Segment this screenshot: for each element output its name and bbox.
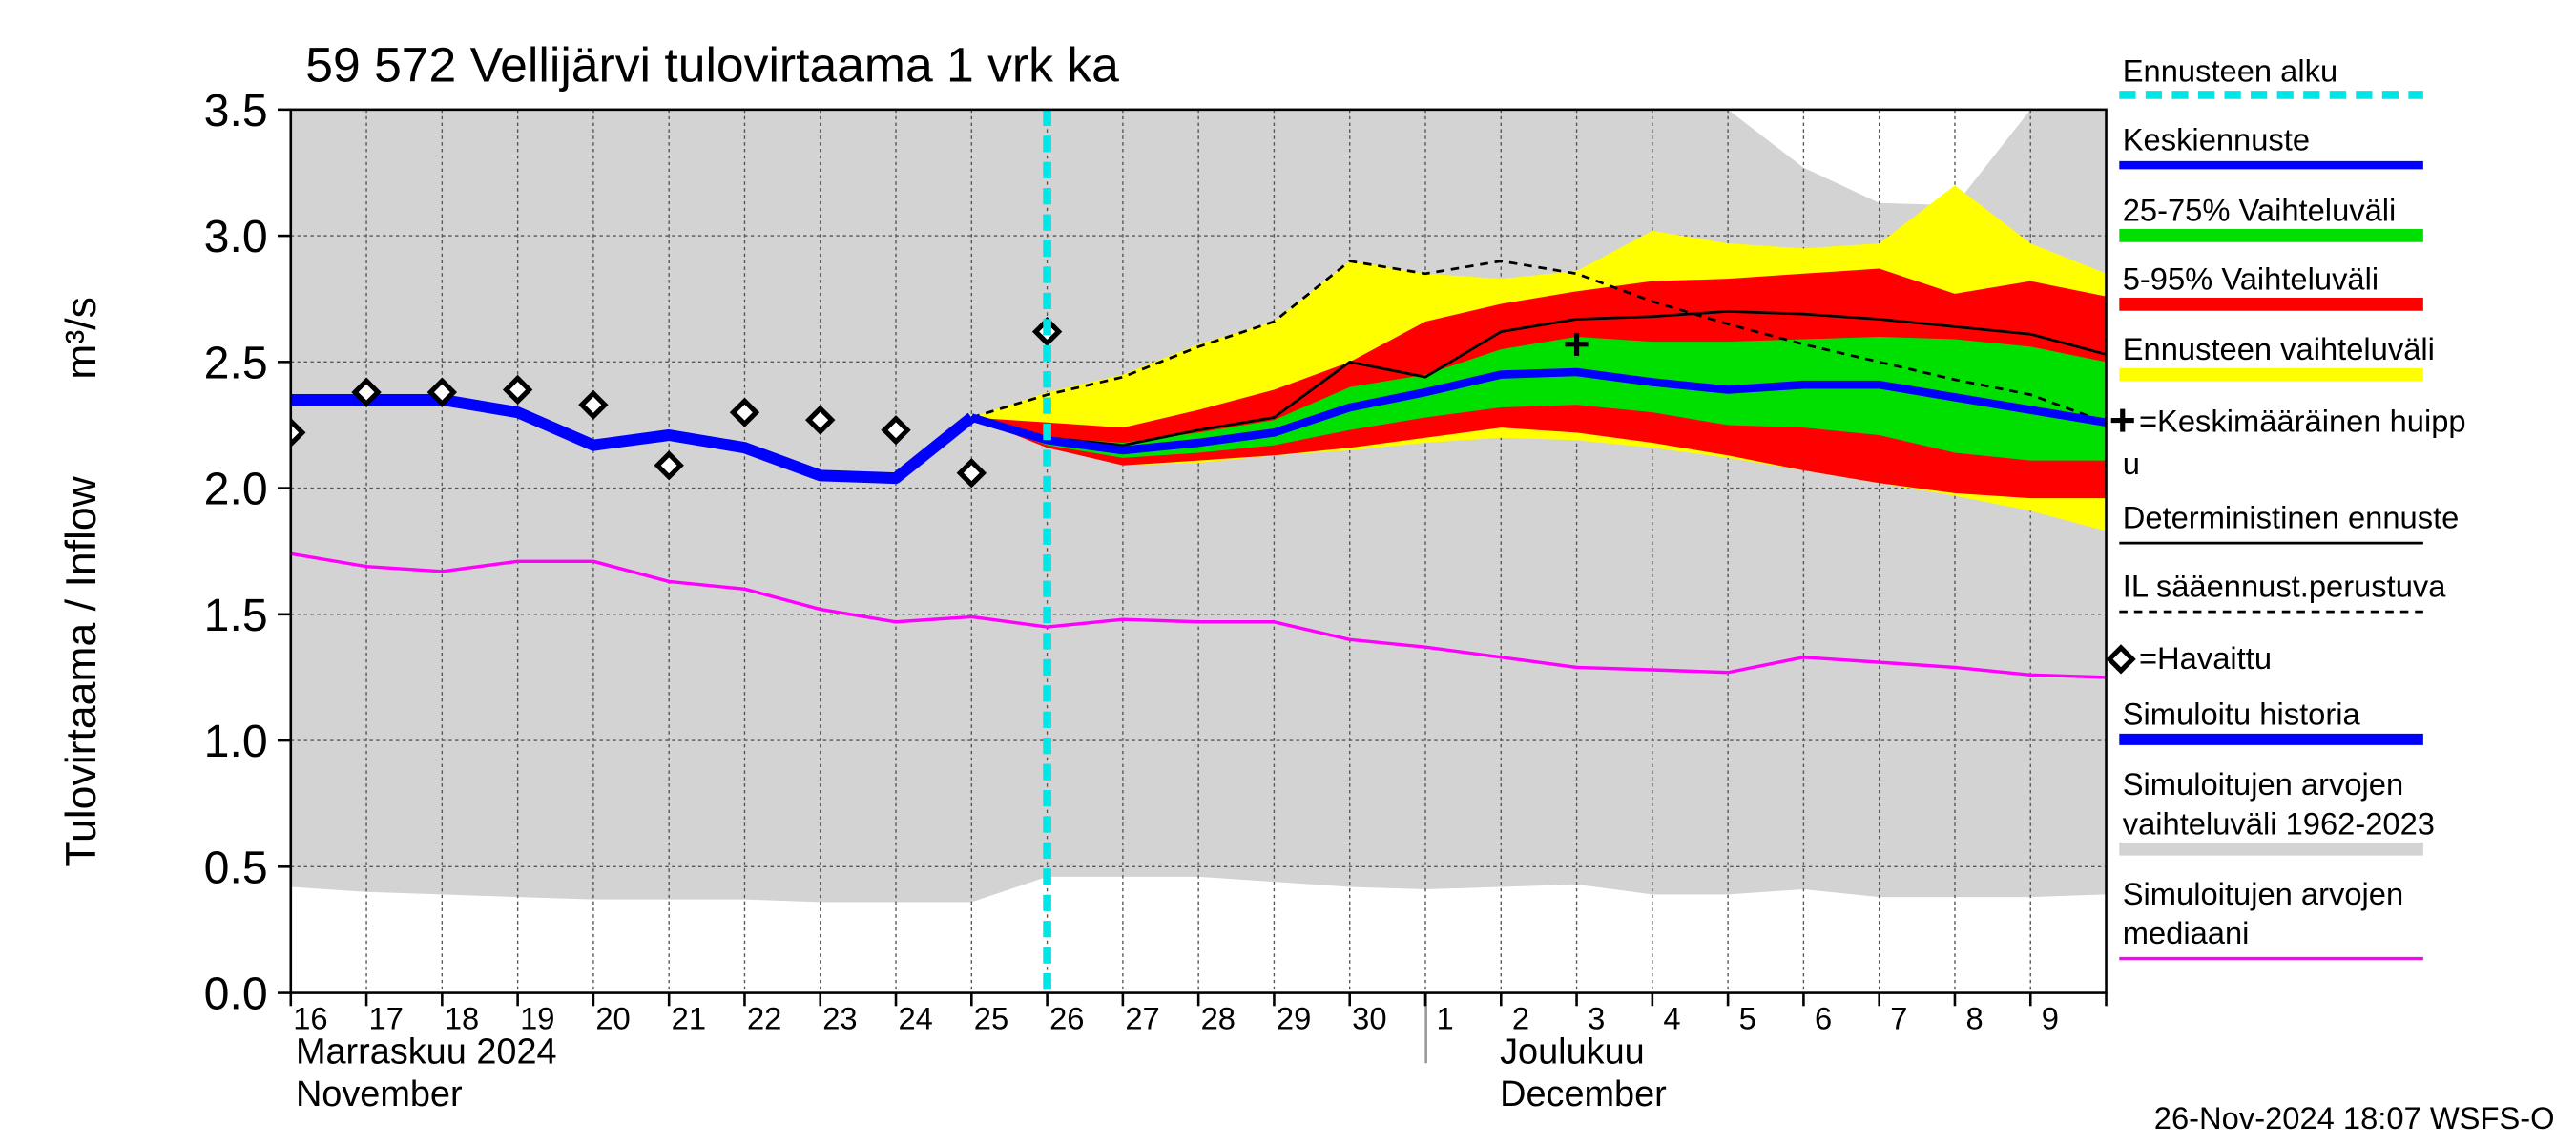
month-label: November [296, 1074, 463, 1114]
x-tick-label: 22 [747, 1000, 781, 1035]
chart-title: 59 572 Vellijärvi tulovirtaama 1 vrk ka [305, 37, 1119, 93]
y-axis-unit: m³/s [58, 297, 105, 380]
observed-point [578, 389, 609, 420]
x-tick-label: 5 [1739, 1000, 1756, 1035]
x-tick-label: 28 [1201, 1000, 1236, 1035]
legend-marker [2106, 644, 2136, 675]
y-axis-label: Tulovirtaama / Inflow [58, 475, 105, 866]
legend-label: IL sääennust.perustuva [2123, 569, 2447, 604]
legend-label: Ennusteen alku [2123, 53, 2337, 89]
month-label: Marraskuu 2024 [296, 1031, 557, 1072]
footer: 26-Nov-2024 18:07 WSFS-O [2154, 1100, 2555, 1135]
series-line [970, 367, 2107, 455]
legend-label: Deterministinen ennuste [2123, 500, 2460, 535]
x-tick-label: 18 [445, 1000, 479, 1035]
x-tick-label: 29 [1277, 1000, 1311, 1035]
x-tick-label: 26 [1049, 1000, 1084, 1035]
x-tick-label: 1 [1437, 1000, 1454, 1035]
month-label: Joulukuu [1500, 1031, 1645, 1072]
x-tick-label: 8 [1966, 1000, 1984, 1035]
series-line [290, 552, 2107, 679]
series-line [290, 393, 976, 485]
y-tick-label: 0.0 [204, 968, 268, 1020]
legend-label: 25-75% Vaihteluväli [2123, 192, 2397, 227]
legend-label: Simuloitu historia [2123, 696, 2361, 731]
legend-label: =Havaittu [2139, 640, 2272, 676]
y-tick-label: 3.5 [204, 85, 268, 136]
x-tick-label: 19 [520, 1000, 554, 1035]
y-tick-label: 2.5 [204, 338, 268, 389]
x-tick-label: 25 [974, 1000, 1008, 1035]
x-tick-label: 6 [1815, 1000, 1832, 1035]
observed-point [502, 374, 533, 406]
legend-label: Ennusteen vaihteluväli [2123, 331, 2435, 366]
legend-label: mediaani [2123, 915, 2250, 950]
x-tick-label: 16 [293, 1000, 327, 1035]
x-tick-label: 7 [1890, 1000, 1907, 1035]
x-tick-label: 17 [369, 1000, 404, 1035]
x-tick-label: 27 [1125, 1000, 1159, 1035]
observed-point [426, 377, 458, 407]
observed-point [729, 397, 760, 427]
x-tick-label: 2 [1512, 1000, 1529, 1035]
x-tick-label: 20 [595, 1000, 630, 1035]
observed-point [881, 415, 911, 446]
series-line [970, 310, 2107, 447]
observed-point [654, 450, 684, 481]
legend-label: Keskiennuste [2123, 122, 2310, 157]
observed-point [290, 417, 306, 448]
y-tick-label: 1.5 [204, 590, 268, 641]
observed-point [956, 458, 987, 489]
x-tick-label: 30 [1352, 1000, 1386, 1035]
peak-marker [1565, 332, 1589, 356]
legend-marker [2110, 408, 2134, 432]
x-tick-label: 9 [2042, 1000, 2059, 1035]
legend-label: u [2123, 446, 2140, 481]
legend-label: 5-95% Vaihteluväli [2123, 260, 2379, 296]
x-tick-label: 3 [1588, 1000, 1605, 1035]
series-line [970, 260, 2107, 425]
x-tick-label: 21 [672, 1000, 706, 1035]
legend-label: =Keskimääräinen huipp [2139, 404, 2466, 439]
x-tick-label: 23 [822, 1000, 857, 1035]
legend-label: vaihteluväli 1962-2023 [2123, 805, 2435, 841]
y-tick-label: 0.5 [204, 843, 268, 894]
observed-point [351, 377, 382, 407]
plot-area [290, 109, 2107, 993]
band [971, 336, 2107, 461]
y-tick-label: 3.0 [204, 211, 268, 262]
x-tick-label: 4 [1663, 1000, 1680, 1035]
month-label: December [1500, 1074, 1667, 1114]
x-tick-label: 24 [899, 1000, 933, 1035]
legend-label: Simuloitujen arvojen [2123, 876, 2403, 911]
observed-point [805, 405, 836, 435]
legend-label: Simuloitujen arvojen [2123, 766, 2403, 802]
y-tick-label: 2.0 [204, 464, 268, 515]
y-tick-label: 1.0 [204, 716, 268, 767]
